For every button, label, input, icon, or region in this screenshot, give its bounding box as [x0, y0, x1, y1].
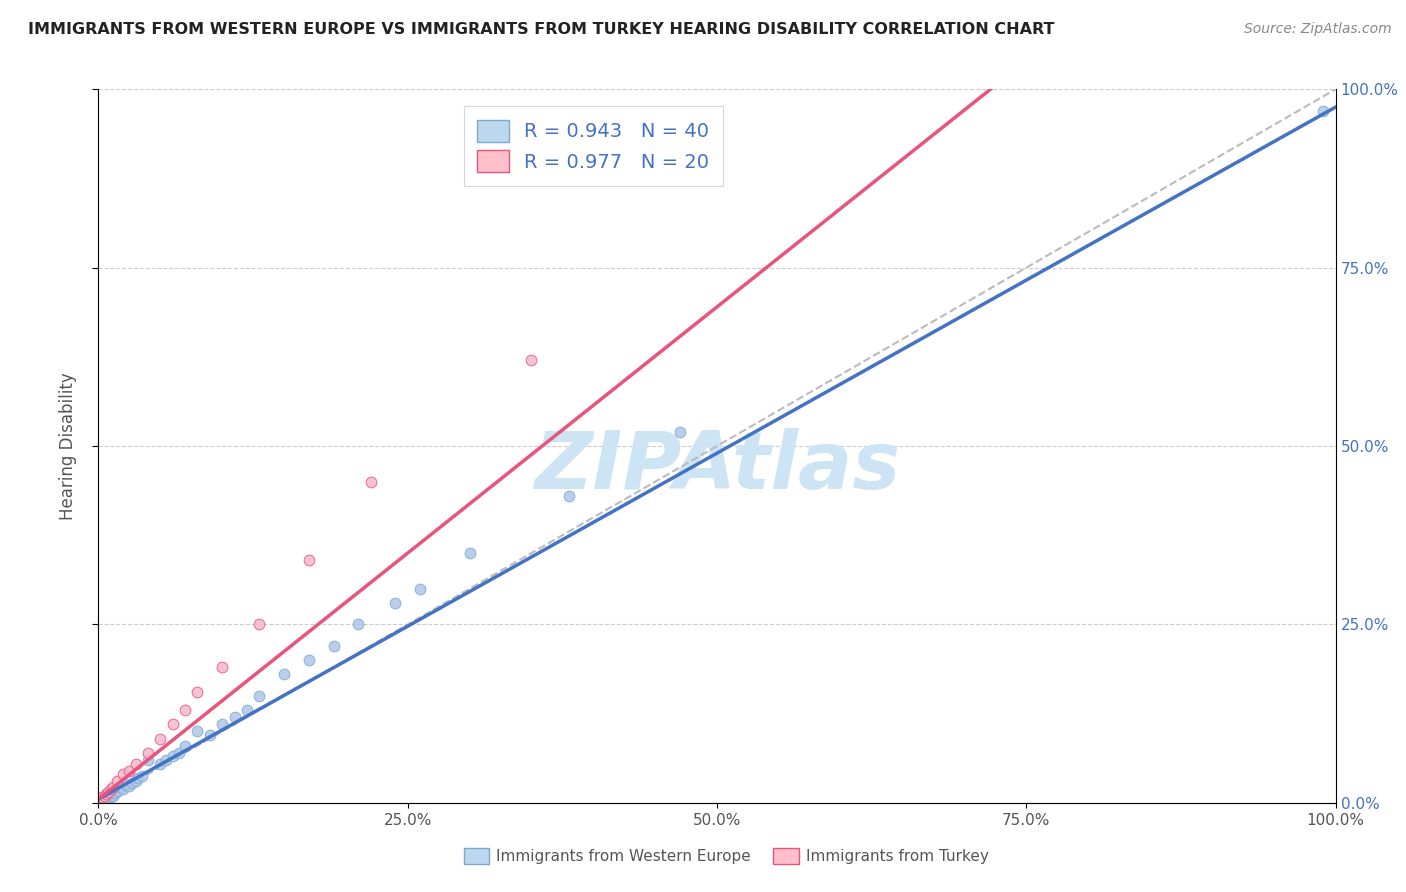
- Point: [224, 710, 246, 724]
- Point: [131, 769, 153, 783]
- Point: [162, 749, 184, 764]
- Point: [103, 780, 125, 794]
- Text: Immigrants from Turkey: Immigrants from Turkey: [806, 849, 988, 863]
- Point: [112, 767, 135, 781]
- Point: [322, 639, 344, 653]
- Point: [247, 617, 270, 632]
- Point: [273, 667, 295, 681]
- Text: Source: ZipAtlas.com: Source: ZipAtlas.com: [1244, 22, 1392, 37]
- Point: [118, 764, 141, 778]
- Point: [100, 785, 122, 799]
- Point: [93, 789, 115, 803]
- Point: [520, 353, 543, 368]
- Y-axis label: Hearing Disability: Hearing Disability: [59, 372, 77, 520]
- Point: [236, 703, 259, 717]
- Point: [91, 790, 114, 805]
- Point: [103, 789, 125, 803]
- Point: [211, 660, 233, 674]
- Point: [557, 489, 579, 503]
- Point: [97, 790, 120, 805]
- Point: [198, 728, 221, 742]
- Text: Immigrants from Western Europe: Immigrants from Western Europe: [496, 849, 751, 863]
- Point: [97, 785, 120, 799]
- Point: [124, 756, 146, 771]
- Point: [458, 546, 481, 560]
- Point: [186, 685, 208, 699]
- Point: [149, 756, 172, 771]
- Point: [149, 731, 172, 746]
- Point: [669, 425, 692, 439]
- Point: [1312, 103, 1334, 118]
- Point: [100, 790, 122, 805]
- Point: [100, 781, 122, 796]
- Point: [167, 746, 190, 760]
- Point: [118, 779, 141, 793]
- Point: [93, 792, 115, 806]
- Point: [347, 617, 370, 632]
- Point: [121, 776, 143, 790]
- Text: ZIPAtlas: ZIPAtlas: [534, 428, 900, 507]
- Point: [105, 774, 128, 789]
- Point: [384, 596, 406, 610]
- Point: [247, 689, 270, 703]
- Point: [103, 786, 125, 800]
- Point: [186, 724, 208, 739]
- Point: [96, 789, 118, 803]
- Point: [136, 753, 159, 767]
- Legend: R = 0.943   N = 40, R = 0.977   N = 20: R = 0.943 N = 40, R = 0.977 N = 20: [464, 106, 723, 186]
- Point: [360, 475, 382, 489]
- Point: [162, 717, 184, 731]
- Point: [298, 653, 321, 667]
- Point: [136, 746, 159, 760]
- Point: [98, 787, 121, 801]
- Point: [211, 717, 233, 731]
- Point: [107, 784, 129, 798]
- Point: [112, 781, 135, 796]
- Point: [174, 703, 197, 717]
- Point: [114, 778, 136, 792]
- Point: [409, 582, 432, 596]
- Point: [174, 739, 197, 753]
- Point: [155, 753, 177, 767]
- Point: [110, 780, 132, 794]
- Point: [94, 787, 117, 801]
- Text: IMMIGRANTS FROM WESTERN EUROPE VS IMMIGRANTS FROM TURKEY HEARING DISABILITY CORR: IMMIGRANTS FROM WESTERN EUROPE VS IMMIGR…: [28, 22, 1054, 37]
- Point: [127, 771, 149, 785]
- Point: [124, 774, 146, 789]
- Point: [298, 553, 321, 567]
- Point: [105, 783, 128, 797]
